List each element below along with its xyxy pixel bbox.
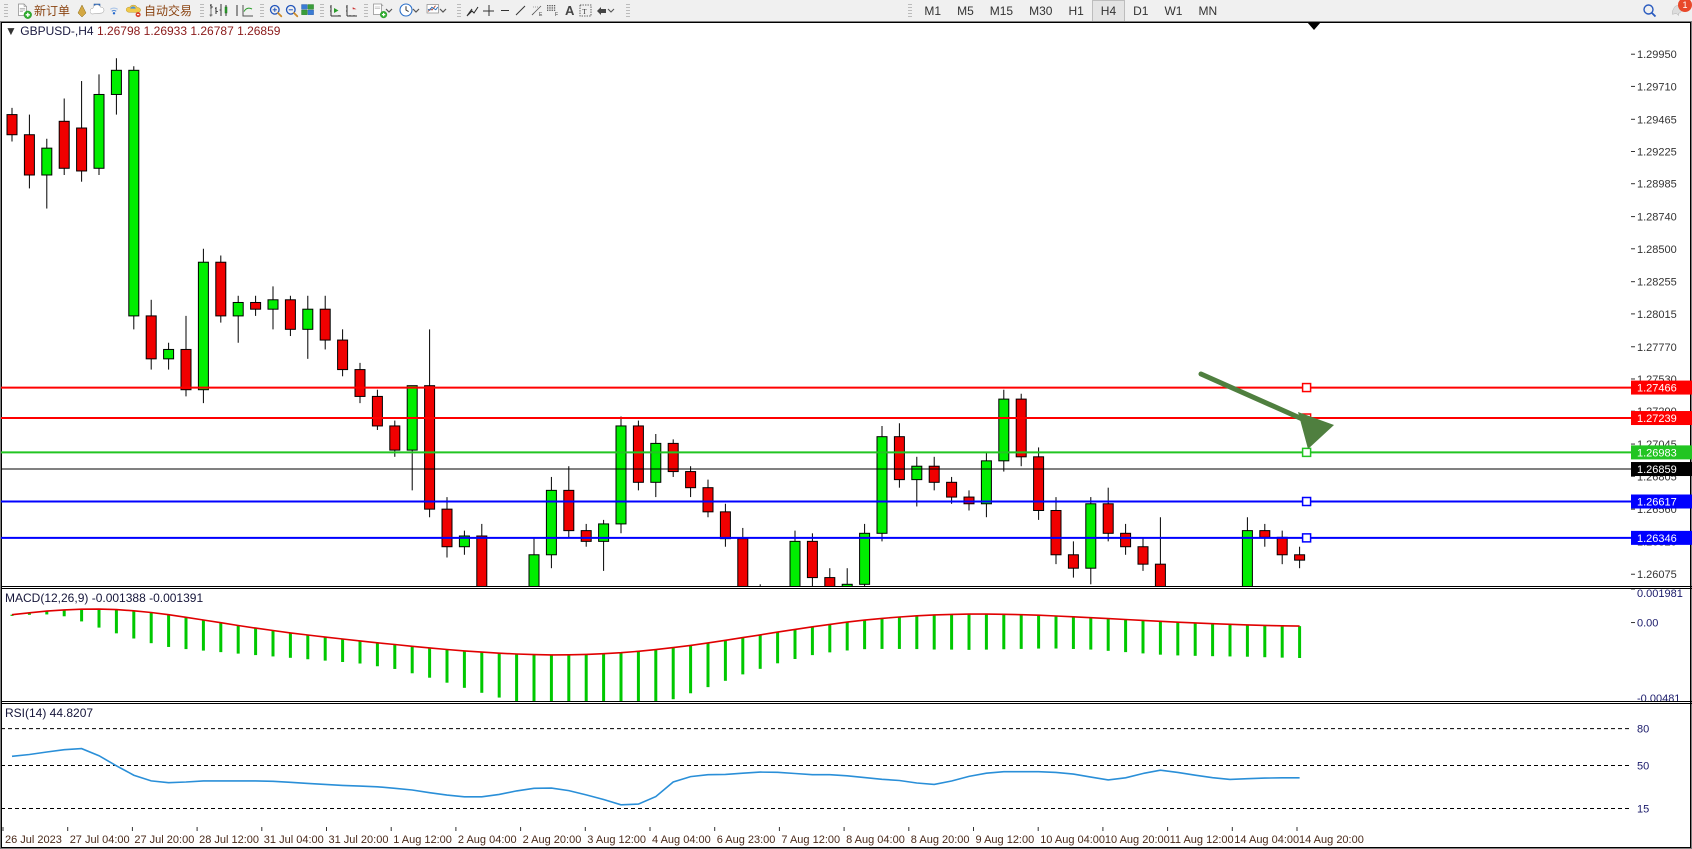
svg-text:1.29465: 1.29465 xyxy=(1637,114,1677,126)
svg-text:14 Aug 04:00: 14 Aug 04:00 xyxy=(1234,834,1299,846)
svg-text:6 Aug 23:00: 6 Aug 23:00 xyxy=(717,834,776,846)
svg-text:10 Aug 04:00: 10 Aug 04:00 xyxy=(1040,834,1105,846)
svg-text:1.27770: 1.27770 xyxy=(1637,342,1677,354)
svg-text:1.27466: 1.27466 xyxy=(1637,383,1677,395)
svg-text:80: 80 xyxy=(1637,724,1649,736)
svg-text:28 Jul 12:00: 28 Jul 12:00 xyxy=(199,834,259,846)
svg-text:31 Jul 04:00: 31 Jul 04:00 xyxy=(264,834,324,846)
svg-text:27 Jul 04:00: 27 Jul 04:00 xyxy=(70,834,130,846)
svg-text:15: 15 xyxy=(1637,804,1649,816)
svg-text:-0.00481: -0.00481 xyxy=(1637,693,1680,704)
svg-text:T: T xyxy=(583,8,588,16)
svg-text:1.26346: 1.26346 xyxy=(1637,533,1677,545)
svg-text:1.29710: 1.29710 xyxy=(1637,81,1677,93)
svg-text:1.26617: 1.26617 xyxy=(1637,497,1677,509)
svg-text:1.26075: 1.26075 xyxy=(1637,569,1677,581)
svg-text:F: F xyxy=(555,12,558,18)
svg-text:1 Aug 12:00: 1 Aug 12:00 xyxy=(393,834,452,846)
svg-text:2 Aug 20:00: 2 Aug 20:00 xyxy=(523,834,582,846)
svg-text:1.29225: 1.29225 xyxy=(1637,147,1677,159)
svg-text:1.28500: 1.28500 xyxy=(1637,244,1677,256)
svg-text:1.26859: 1.26859 xyxy=(1637,464,1677,476)
svg-text:1.28015: 1.28015 xyxy=(1637,309,1677,321)
svg-text:10 Aug 20:00: 10 Aug 20:00 xyxy=(1105,834,1170,846)
svg-text:E: E xyxy=(539,12,543,18)
svg-text:2 Aug 04:00: 2 Aug 04:00 xyxy=(458,834,517,846)
svg-text:4 Aug 04:00: 4 Aug 04:00 xyxy=(652,834,711,846)
svg-text:100: 100 xyxy=(1637,704,1655,705)
svg-text:3 Aug 12:00: 3 Aug 12:00 xyxy=(587,834,646,846)
svg-text:1.28985: 1.28985 xyxy=(1637,179,1677,191)
svg-text:1.29950: 1.29950 xyxy=(1637,49,1677,61)
svg-text:9 Aug 12:00: 9 Aug 12:00 xyxy=(976,834,1035,846)
svg-text:0.00: 0.00 xyxy=(1637,618,1658,630)
svg-text:27 Jul 20:00: 27 Jul 20:00 xyxy=(134,834,194,846)
svg-text:7 Aug 12:00: 7 Aug 12:00 xyxy=(781,834,840,846)
svg-text:0.001981: 0.001981 xyxy=(1637,589,1683,600)
svg-text:50: 50 xyxy=(1637,761,1649,773)
svg-text:14 Aug 20:00: 14 Aug 20:00 xyxy=(1299,834,1364,846)
svg-text:8 Aug 20:00: 8 Aug 20:00 xyxy=(911,834,970,846)
svg-text:1.26983: 1.26983 xyxy=(1637,447,1677,459)
svg-text:11 Aug 12:00: 11 Aug 12:00 xyxy=(1170,834,1234,846)
svg-text:1.28255: 1.28255 xyxy=(1637,277,1677,289)
svg-text:31 Jul 20:00: 31 Jul 20:00 xyxy=(329,834,389,846)
svg-text:1.28740: 1.28740 xyxy=(1637,212,1677,224)
svg-text:8 Aug 04:00: 8 Aug 04:00 xyxy=(846,834,905,846)
svg-text:1.27239: 1.27239 xyxy=(1637,413,1677,425)
svg-text:26 Jul 2023: 26 Jul 2023 xyxy=(5,834,62,846)
